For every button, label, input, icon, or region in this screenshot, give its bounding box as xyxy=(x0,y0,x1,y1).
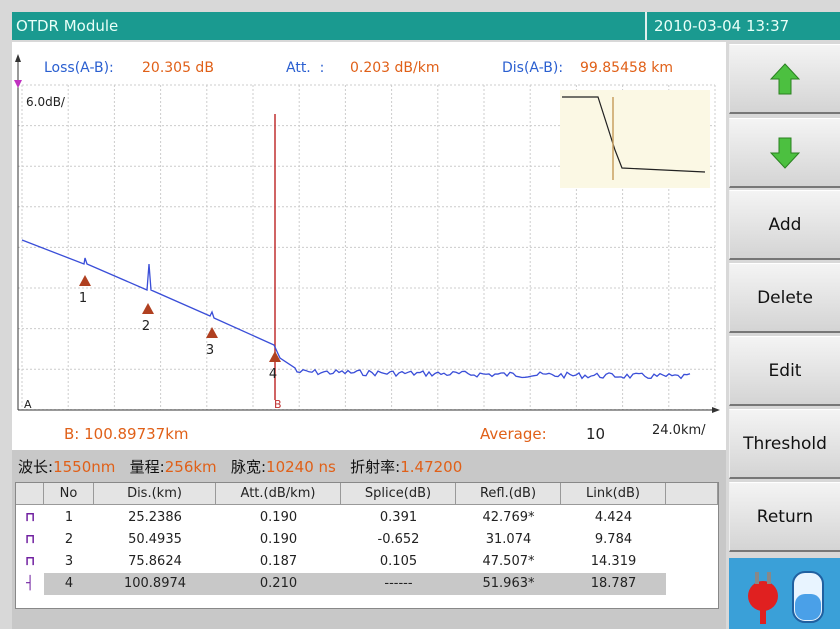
table-cell: 4.424 xyxy=(594,510,633,525)
column-header: Refl.(dB) xyxy=(456,483,561,505)
table-cell: 100.8974 xyxy=(123,576,187,591)
plug-cord xyxy=(760,610,766,624)
info-line: 波长:1550nm 量程:256km 脉宽:10240 ns 折射率:1.472… xyxy=(18,456,462,477)
table-cell: 18.787 xyxy=(590,576,637,591)
event-icon: ⊓ xyxy=(24,532,36,547)
info-value: 1550nm xyxy=(53,458,116,476)
loss-value: 20.305 dB xyxy=(142,60,214,76)
y-scale: 6.0dB/ xyxy=(26,95,66,109)
plug-pin xyxy=(767,572,771,584)
y-arrow xyxy=(15,54,21,62)
cursor-a-label: A xyxy=(24,398,32,411)
table-cell: 0.187 xyxy=(259,554,298,569)
grid xyxy=(18,84,716,411)
info-value: 256km xyxy=(164,458,217,476)
table-cell: 51.963* xyxy=(482,576,535,591)
info-value: 10240 ns xyxy=(266,458,336,476)
att-label: Att. : xyxy=(286,60,324,76)
event-icon: ⊓ xyxy=(24,554,36,569)
att-value: 0.203 dB/km xyxy=(350,60,439,76)
column-header: Dis.(km) xyxy=(94,483,216,505)
dis-value: 99.85458 km xyxy=(580,60,673,76)
plug-pin xyxy=(755,572,759,584)
datetime: 2010-03-04 13:37 xyxy=(654,17,790,35)
table-cell: 1 xyxy=(64,510,74,525)
selected-row xyxy=(44,573,666,595)
plug-icon xyxy=(748,581,778,611)
table-cell: 3 xyxy=(64,554,74,569)
table-cell: 75.8624 xyxy=(128,554,182,569)
table-cell: 47.507* xyxy=(482,554,535,569)
b-position: B: 100.89737km xyxy=(64,425,189,443)
app-title: OTDR Module xyxy=(16,17,119,35)
cursor-a-marker xyxy=(14,80,22,88)
separator xyxy=(645,12,647,40)
event-label: 4 xyxy=(269,367,277,382)
info-label: 折射率: xyxy=(350,458,401,476)
column-header: Att.(dB/km) xyxy=(216,483,341,505)
dis-label: Dis(A-B): xyxy=(502,60,563,76)
table-cell: 9.784 xyxy=(594,532,633,547)
inset-trace xyxy=(562,96,706,173)
table-cell: 31.074 xyxy=(485,532,532,547)
x-arrow xyxy=(712,407,720,413)
otdr-chart: Loss(A-B): 20.305 dB Att. : 0.203 dB/km … xyxy=(12,42,726,450)
column-header: Link(dB) xyxy=(561,483,666,505)
menu-button[interactable]: Edit xyxy=(729,336,840,406)
event-label: 3 xyxy=(206,343,214,358)
header-cell xyxy=(16,483,44,505)
down-button[interactable] xyxy=(729,118,840,188)
arrow xyxy=(770,137,800,169)
cursor-b-label: B xyxy=(274,398,282,411)
menu-button[interactable]: Return xyxy=(729,482,840,552)
column-header: Splice(dB) xyxy=(341,483,456,505)
table-cell: 50.4935 xyxy=(128,532,182,547)
status-icons xyxy=(729,558,840,629)
title-bar: OTDR Module 2010-03-04 13:37 xyxy=(12,12,840,40)
menu-button[interactable]: Delete xyxy=(729,263,840,333)
table-cell: 0.210 xyxy=(259,576,298,591)
x-scale: 24.0km/ xyxy=(652,423,706,438)
table-cell: 0.105 xyxy=(379,554,418,569)
table-cell: 42.769* xyxy=(482,510,535,525)
average-label: Average: xyxy=(480,425,547,443)
info-label: 波长: xyxy=(18,458,54,476)
event-icon: ⊓ xyxy=(24,510,36,525)
event-label: 2 xyxy=(142,319,150,334)
table-cell: -0.652 xyxy=(377,532,420,547)
table-cell: ------ xyxy=(384,576,413,591)
arrow xyxy=(770,62,800,94)
table-cell: 2 xyxy=(64,532,74,547)
average-value: 10 xyxy=(586,425,605,443)
table-cell: 0.190 xyxy=(259,532,298,547)
info-label: 量程: xyxy=(129,458,165,476)
menu-button[interactable]: Threshold xyxy=(729,409,840,479)
table-cell: 0.391 xyxy=(379,510,418,525)
event-marker xyxy=(142,303,154,314)
arrow-icon xyxy=(770,62,800,94)
table-cell: 4 xyxy=(64,576,74,591)
table-cell: 0.190 xyxy=(259,510,298,525)
info-label: 脉宽: xyxy=(230,458,267,476)
arrow-icon xyxy=(770,137,800,169)
battery-level xyxy=(795,594,821,620)
up-button[interactable] xyxy=(729,44,840,114)
info-value: 1.47200 xyxy=(400,458,463,476)
event-label: 1 xyxy=(79,291,87,306)
event-marker xyxy=(79,275,91,286)
table-cell: 14.319 xyxy=(590,554,637,569)
inset xyxy=(560,90,710,188)
table-cell: 25.2386 xyxy=(128,510,182,525)
event-marker xyxy=(206,327,218,338)
trace xyxy=(21,239,691,380)
header-cell xyxy=(666,483,718,505)
column-header: No xyxy=(44,483,94,505)
loss-label: Loss(A-B): xyxy=(44,60,114,76)
event-marker xyxy=(269,351,281,362)
menu-button[interactable]: Add xyxy=(729,190,840,260)
event-icon: ┤ xyxy=(26,576,34,591)
event-table: No Dis.(km) Att.(dB/km) Splice(dB) Refl.(dB)… xyxy=(15,482,719,609)
